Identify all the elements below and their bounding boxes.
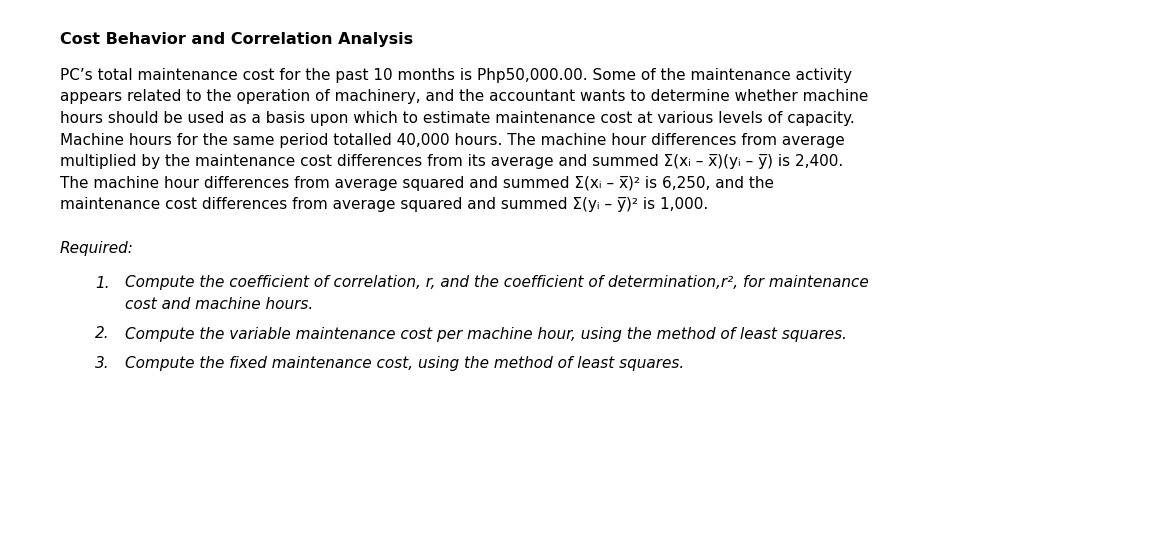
Text: Required:: Required: bbox=[60, 241, 134, 256]
Text: Machine hours for the same period totalled 40,000 hours. The machine hour differ: Machine hours for the same period totall… bbox=[60, 132, 844, 147]
Text: 3.: 3. bbox=[95, 356, 110, 371]
Text: 1.: 1. bbox=[95, 275, 110, 290]
Text: cost and machine hours.: cost and machine hours. bbox=[125, 297, 314, 312]
Text: Compute the coefficient of correlation, r, and the coefficient of determination,: Compute the coefficient of correlation, … bbox=[125, 275, 868, 290]
Text: Cost Behavior and Correlation Analysis: Cost Behavior and Correlation Analysis bbox=[60, 32, 413, 47]
Text: multiplied by the maintenance cost differences from its average and summed Σ(xᵢ : multiplied by the maintenance cost diffe… bbox=[60, 154, 843, 169]
Text: The machine hour differences from average squared and summed Σ(xᵢ – x̅)² is 6,25: The machine hour differences from averag… bbox=[60, 176, 774, 190]
Text: Compute the variable maintenance cost per machine hour, using the method of leas: Compute the variable maintenance cost pe… bbox=[125, 326, 846, 342]
Text: 2.: 2. bbox=[95, 326, 110, 342]
Text: Compute the fixed maintenance cost, using the method of least squares.: Compute the fixed maintenance cost, usin… bbox=[125, 356, 684, 371]
Text: appears related to the operation of machinery, and the accountant wants to deter: appears related to the operation of mach… bbox=[60, 89, 868, 104]
Text: hours should be used as a basis upon which to estimate maintenance cost at vario: hours should be used as a basis upon whi… bbox=[60, 111, 855, 126]
Text: maintenance cost differences from average squared and summed Σ(yᵢ – y̅)² is 1,00: maintenance cost differences from averag… bbox=[60, 197, 709, 212]
Text: PC’s total maintenance cost for the past 10 months is Php50,000.00. Some of the : PC’s total maintenance cost for the past… bbox=[60, 68, 852, 83]
